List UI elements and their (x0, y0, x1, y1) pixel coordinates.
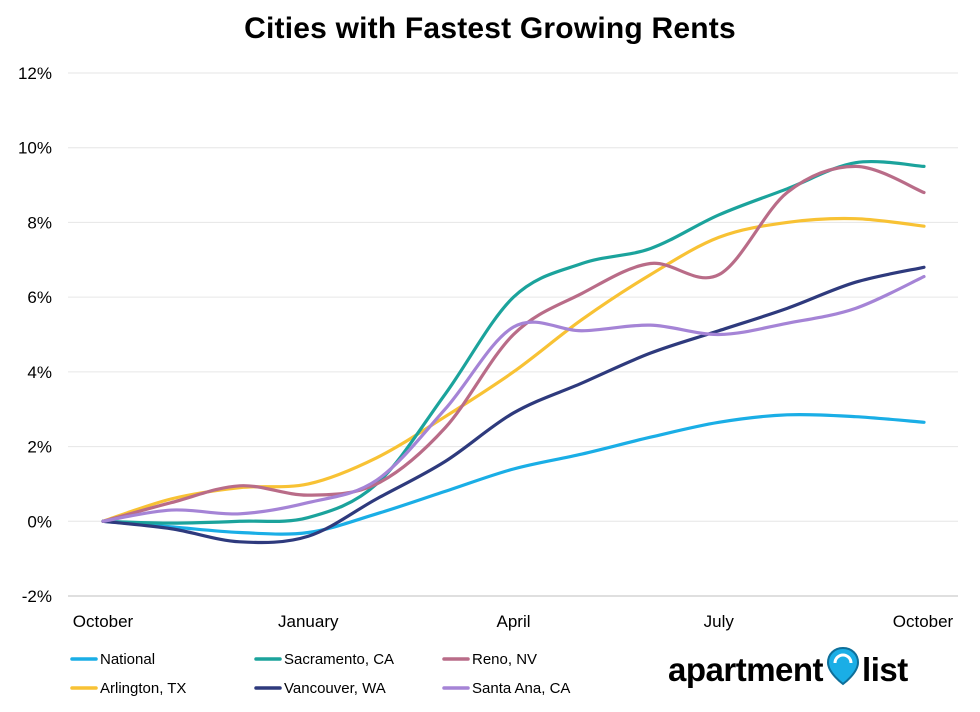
map-pin-icon (826, 646, 860, 694)
legend-label: Vancouver, WA (284, 680, 386, 697)
y-tick-label: 10% (18, 139, 52, 158)
series-line-sacramento-ca (101, 159, 926, 525)
x-axis-tick-labels: October January April July October (73, 612, 954, 631)
y-tick-label: -2% (22, 587, 52, 606)
series-lines (101, 159, 926, 545)
legend-item: Arlington, TX (70, 680, 186, 697)
gridlines (68, 72, 958, 597)
x-tick-label: October (73, 612, 134, 631)
chart-title: Cities with Fastest Growing Rents (244, 12, 736, 45)
y-axis-tick-labels: 12% 10% 8% 6% 4% 2% 0% -2% (18, 64, 52, 606)
legend-item: National (70, 651, 155, 668)
logo-text-apartment: apartment (668, 651, 824, 688)
y-tick-label: 2% (27, 438, 52, 457)
legend-label: Sacramento, CA (284, 651, 394, 668)
series-line-vancouver-wa (101, 265, 926, 545)
series-line-reno-nv (101, 164, 926, 523)
y-tick-label: 8% (27, 213, 52, 232)
legend-label: National (100, 651, 155, 668)
apartment-list-logo: apartment list (668, 646, 908, 694)
y-tick-label: 12% (18, 64, 52, 83)
x-tick-label: July (704, 612, 735, 631)
y-tick-label: 4% (27, 363, 52, 382)
y-tick-label: 6% (27, 288, 52, 307)
legend-item: Sacramento, CA (254, 651, 394, 668)
legend-item: Santa Ana, CA (442, 680, 570, 697)
x-tick-label: October (893, 612, 954, 631)
y-tick-label: 0% (27, 512, 52, 531)
series-line-santa-ana-ca (101, 274, 926, 523)
series-line-national (101, 412, 926, 536)
logo-text-list: list (862, 651, 908, 688)
x-tick-label: April (496, 612, 530, 631)
legend-label: Arlington, TX (100, 680, 186, 697)
legend-item: Vancouver, WA (254, 680, 386, 697)
legend-label: Reno, NV (472, 651, 537, 668)
series-line-arlington-tx (101, 216, 926, 523)
legend-label: Santa Ana, CA (472, 680, 570, 697)
legend: National Sacramento, CA Reno, NV Arlington,… (70, 651, 570, 697)
legend-item: Reno, NV (442, 651, 537, 668)
x-tick-label: January (278, 612, 339, 631)
